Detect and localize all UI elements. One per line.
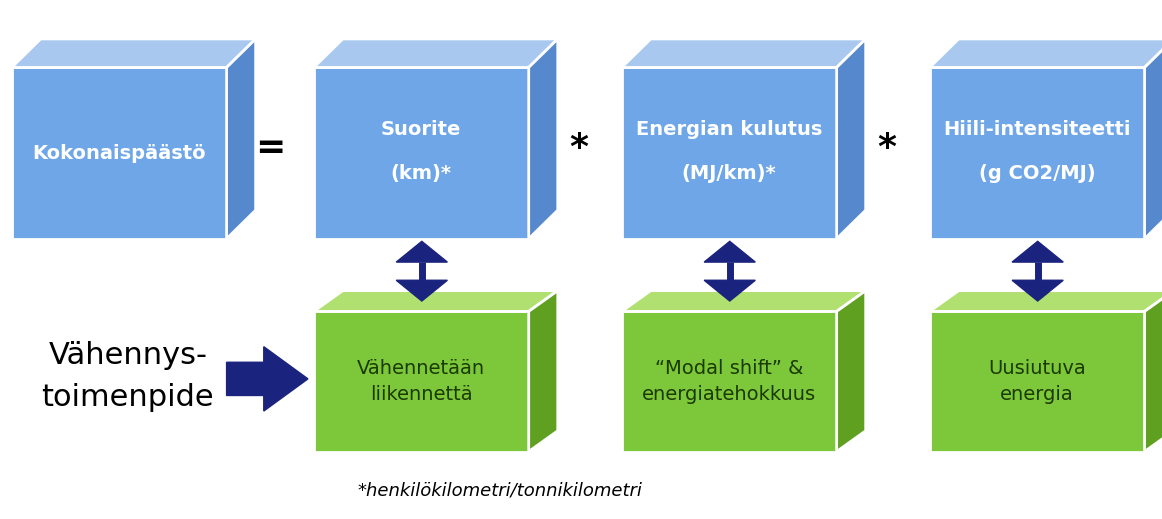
Polygon shape [704,280,755,301]
Polygon shape [1145,39,1162,239]
Text: *henkilökilometri/tonnikilometri: *henkilökilometri/tonnikilometri [357,482,643,499]
Polygon shape [396,241,447,262]
Text: *: * [569,131,588,165]
Text: (MJ/km)*: (MJ/km)* [682,165,776,183]
FancyBboxPatch shape [314,67,529,239]
Polygon shape [1012,280,1063,301]
FancyBboxPatch shape [930,67,1145,239]
Polygon shape [396,280,447,301]
Polygon shape [227,347,308,411]
Polygon shape [314,291,558,311]
Polygon shape [930,291,1162,311]
FancyBboxPatch shape [622,67,837,239]
Polygon shape [837,291,866,452]
Polygon shape [314,39,558,67]
Polygon shape [1145,291,1162,452]
Text: Energian kulutus: Energian kulutus [636,120,823,139]
Polygon shape [12,39,256,67]
Polygon shape [930,39,1162,67]
Polygon shape [837,39,866,239]
Text: Vähennys-: Vähennys- [49,341,207,370]
Polygon shape [622,39,866,67]
FancyBboxPatch shape [314,311,529,452]
Text: “Modal shift” &
energiatehokkuus: “Modal shift” & energiatehokkuus [643,359,816,404]
Polygon shape [1012,241,1063,262]
Text: Vähennetään
liikennettä: Vähennetään liikennettä [357,359,486,404]
Text: (g CO2/MJ): (g CO2/MJ) [978,165,1096,183]
FancyBboxPatch shape [12,67,227,239]
Polygon shape [622,291,866,311]
Text: *: * [877,131,896,165]
Polygon shape [704,241,755,262]
Text: toimenpide: toimenpide [42,383,214,412]
Polygon shape [529,39,558,239]
FancyBboxPatch shape [930,311,1145,452]
FancyBboxPatch shape [622,311,837,452]
Text: =: = [256,131,286,165]
Polygon shape [227,39,256,239]
Text: Uusiutuva
energia: Uusiutuva energia [988,359,1086,404]
Text: (km)*: (km)* [390,165,452,183]
Text: Hiili-intensiteetti: Hiili-intensiteetti [944,120,1131,139]
Text: Suorite: Suorite [381,120,461,139]
Text: Kokonaispäästö: Kokonaispäästö [33,144,206,162]
Polygon shape [529,291,558,452]
